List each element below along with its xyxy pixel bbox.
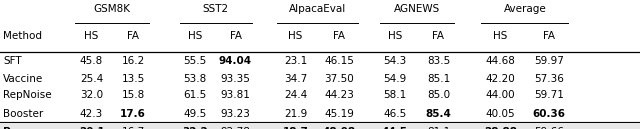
Text: 85.4: 85.4: [426, 108, 451, 119]
Text: 55.5: 55.5: [184, 56, 207, 66]
Text: 59.71: 59.71: [534, 90, 564, 100]
Text: 61.5: 61.5: [184, 90, 207, 100]
Text: 49.5: 49.5: [184, 108, 207, 119]
Text: FA: FA: [433, 31, 444, 41]
Text: 44.68: 44.68: [486, 56, 515, 66]
Text: 44.23: 44.23: [324, 90, 354, 100]
Text: SFT: SFT: [3, 56, 22, 66]
Text: 23.1: 23.1: [284, 56, 307, 66]
Text: FA: FA: [230, 31, 241, 41]
Text: 93.35: 93.35: [221, 74, 250, 84]
Text: AlpacaEval: AlpacaEval: [289, 4, 346, 14]
Text: Booster: Booster: [3, 108, 44, 119]
Text: 13.5: 13.5: [122, 74, 145, 84]
Text: Vaccine: Vaccine: [3, 74, 44, 84]
Text: 25.4: 25.4: [80, 74, 103, 84]
Text: 60.36: 60.36: [532, 108, 566, 119]
Text: 81.1: 81.1: [427, 127, 450, 129]
Text: HS: HS: [289, 31, 303, 41]
Text: 93.81: 93.81: [221, 90, 250, 100]
Text: 48.08: 48.08: [323, 127, 356, 129]
Text: 54.3: 54.3: [383, 56, 406, 66]
Text: 58.1: 58.1: [383, 90, 406, 100]
Text: 28.88: 28.88: [484, 127, 517, 129]
Text: 46.5: 46.5: [383, 108, 406, 119]
Text: 37.50: 37.50: [324, 74, 354, 84]
Text: 53.8: 53.8: [184, 74, 207, 84]
Text: 57.36: 57.36: [534, 74, 564, 84]
Text: 18.7: 18.7: [283, 127, 308, 129]
Text: 85.0: 85.0: [427, 90, 450, 100]
Text: 15.8: 15.8: [122, 90, 145, 100]
Text: 42.20: 42.20: [486, 74, 515, 84]
Text: 16.2: 16.2: [122, 56, 145, 66]
Bar: [0, 121, 640, 129]
Text: 32.2: 32.2: [182, 127, 208, 129]
Text: FA: FA: [543, 31, 555, 41]
Text: 54.9: 54.9: [383, 74, 406, 84]
Text: 59.66: 59.66: [534, 127, 564, 129]
Text: GSM8K: GSM8K: [93, 4, 131, 14]
Text: 40.05: 40.05: [486, 108, 515, 119]
Text: 45.8: 45.8: [80, 56, 103, 66]
Text: Method: Method: [3, 31, 42, 41]
Text: 32.0: 32.0: [80, 90, 103, 100]
Text: 24.4: 24.4: [284, 90, 307, 100]
Text: 21.9: 21.9: [284, 108, 307, 119]
Text: HS: HS: [188, 31, 202, 41]
Text: 83.5: 83.5: [427, 56, 450, 66]
Text: 85.1: 85.1: [427, 74, 450, 84]
Text: 44.5: 44.5: [382, 127, 408, 129]
Text: SST2: SST2: [203, 4, 228, 14]
Text: 45.19: 45.19: [324, 108, 354, 119]
Text: HS: HS: [388, 31, 402, 41]
Text: FA: FA: [127, 31, 139, 41]
Text: HS: HS: [493, 31, 508, 41]
Text: 20.1: 20.1: [79, 127, 104, 129]
Text: 16.7: 16.7: [122, 127, 145, 129]
Text: RepNoise: RepNoise: [3, 90, 52, 100]
Text: 93.23: 93.23: [221, 108, 250, 119]
Text: 44.00: 44.00: [486, 90, 515, 100]
Text: 17.6: 17.6: [120, 108, 146, 119]
Text: 42.3: 42.3: [80, 108, 103, 119]
Text: 92.78: 92.78: [221, 127, 250, 129]
Text: Panacea: Panacea: [3, 127, 52, 129]
Text: 46.15: 46.15: [324, 56, 354, 66]
Text: Average: Average: [504, 4, 546, 14]
Text: AGNEWS: AGNEWS: [394, 4, 440, 14]
Text: 94.04: 94.04: [219, 56, 252, 66]
Text: 59.97: 59.97: [534, 56, 564, 66]
Text: HS: HS: [84, 31, 99, 41]
Text: 34.7: 34.7: [284, 74, 307, 84]
Text: FA: FA: [333, 31, 345, 41]
